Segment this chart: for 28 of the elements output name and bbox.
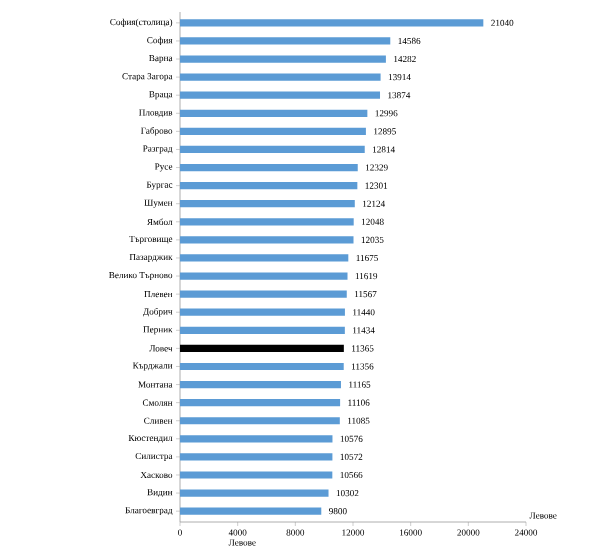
bar (180, 182, 358, 190)
bar (180, 218, 354, 226)
bar (180, 362, 344, 371)
bar (180, 435, 333, 443)
bar (180, 453, 333, 461)
bar (180, 73, 381, 81)
bar (180, 163, 358, 172)
bar (180, 507, 322, 515)
bar (180, 344, 344, 352)
bar (180, 471, 333, 479)
bar (180, 489, 329, 497)
bar (180, 200, 355, 208)
bar (180, 417, 340, 425)
bar (180, 380, 341, 389)
bar (180, 37, 391, 45)
bar (180, 145, 365, 154)
bar (180, 55, 386, 63)
bar (180, 91, 381, 99)
bar (180, 272, 348, 280)
bar (180, 290, 347, 298)
bar (180, 254, 349, 262)
bar (180, 19, 484, 27)
bar (180, 109, 368, 117)
bar (180, 308, 345, 316)
bar (180, 127, 366, 135)
bar (180, 236, 354, 244)
bar (180, 326, 345, 334)
bar (180, 399, 341, 407)
